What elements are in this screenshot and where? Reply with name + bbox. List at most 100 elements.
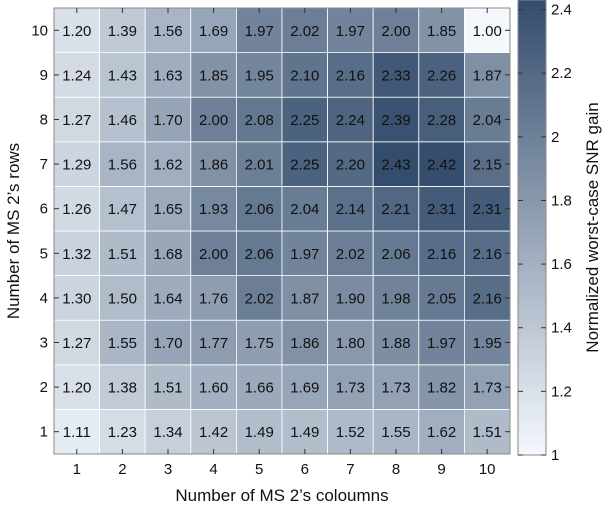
cell-value-r4-c7: 1.90 xyxy=(336,290,365,307)
x-tick-label-1: 1 xyxy=(73,461,81,478)
heatmap-cell-r10-c8 xyxy=(372,7,420,53)
heatmap-cell-r4-c10 xyxy=(463,275,511,321)
y-tick-label-8: 8 xyxy=(40,112,48,129)
cell-value-r3-c7: 1.80 xyxy=(336,335,365,352)
cell-value-r3-c2: 1.55 xyxy=(108,335,137,352)
cell-value-r10-c1: 1.20 xyxy=(62,23,91,40)
cell-value-r5-c8: 2.06 xyxy=(381,246,410,263)
heatmap-cell-r4-c8 xyxy=(372,275,420,321)
cell-value-r10-c10: 1.00 xyxy=(473,23,502,40)
cell-value-r6-c6: 2.04 xyxy=(290,201,319,218)
x-tick-label-2: 2 xyxy=(118,461,126,478)
heatmap-cell-r10-c7 xyxy=(327,7,374,53)
y-tick-label-10: 10 xyxy=(31,22,48,39)
cell-value-r5-c6: 1.97 xyxy=(290,246,319,263)
cell-value-r10-c5: 1.97 xyxy=(245,23,274,40)
heatmap-cell-r2-c10 xyxy=(463,364,511,410)
cell-value-r7-c6: 2.25 xyxy=(290,157,319,174)
heatmap-cell-r5-c2 xyxy=(99,230,146,276)
cell-value-r7-c2: 1.56 xyxy=(108,157,137,174)
cell-value-r6-c4: 1.93 xyxy=(199,201,228,218)
cell-value-r1-c7: 1.52 xyxy=(336,424,365,441)
colorbar xyxy=(517,0,547,456)
y-axis-ticks: 1 2 3 4 5 6 7 8 9 10 xyxy=(31,22,510,441)
heatmap-cell-r6-c9 xyxy=(418,185,465,232)
cell-value-r9-c5: 1.95 xyxy=(245,67,274,84)
heatmap-cell-r8-c9 xyxy=(418,96,465,143)
heatmap-cell-r2-c6 xyxy=(281,364,328,410)
heatmap-cell-r3-c3 xyxy=(144,319,192,366)
heatmap-cell-r2-c7 xyxy=(327,364,374,410)
heatmap-cell-r9-c8 xyxy=(372,52,420,98)
x-tick-label-4: 4 xyxy=(209,461,217,478)
heatmap-cell-r4-c5 xyxy=(235,275,283,321)
cell-value-r4-c8: 1.98 xyxy=(381,290,410,307)
cell-value-r3-c9: 1.97 xyxy=(427,335,456,352)
heatmap-cell-r9-c5 xyxy=(235,52,283,98)
colorbar-tick-label-1.4: 1.4 xyxy=(551,320,572,337)
y-tick-label-6: 6 xyxy=(40,201,48,218)
heatmap-cell-r9-c3 xyxy=(144,52,192,98)
heatmap-cell-r9-c7 xyxy=(327,52,374,98)
heatmap-cell-r9-c4 xyxy=(190,52,237,98)
cell-value-r4-c10: 2.16 xyxy=(473,290,502,307)
x-tick-label-8: 8 xyxy=(392,461,400,478)
cell-value-r3-c4: 1.77 xyxy=(199,335,228,352)
cell-value-r3-c5: 1.75 xyxy=(245,335,274,352)
cell-value-r5-c7: 2.02 xyxy=(336,246,365,263)
cell-value-r1-c5: 1.49 xyxy=(245,424,274,441)
cell-value-r3-c10: 1.95 xyxy=(473,335,502,352)
heatmap-cell-r4-c6 xyxy=(281,275,328,321)
cell-value-r6-c8: 2.21 xyxy=(381,201,410,218)
heatmap-cell-r5-c9 xyxy=(418,230,465,276)
cell-value-r9-c2: 1.43 xyxy=(108,67,137,84)
cell-value-r2-c6: 1.69 xyxy=(290,380,319,397)
heatmap-cell-r10-c6 xyxy=(281,7,328,53)
y-tick-label-2: 2 xyxy=(40,379,48,396)
heatmap-cell-r8-c5 xyxy=(235,96,283,143)
heatmap-cell-r6-c5 xyxy=(235,185,283,232)
heatmap-cell-r5-c5 xyxy=(235,230,283,276)
cell-value-r5-c9: 2.16 xyxy=(427,246,456,263)
heatmap-cell-r10-c2 xyxy=(99,7,146,53)
cell-value-r2-c8: 1.73 xyxy=(381,380,410,397)
cell-value-r8-c1: 1.27 xyxy=(62,112,91,129)
cell-value-r9-c1: 1.24 xyxy=(62,67,91,84)
heatmap-cell-r7-c6 xyxy=(281,141,328,187)
y-tick-label-3: 3 xyxy=(40,335,48,352)
heatmap-cell-r7-c10 xyxy=(463,141,511,187)
heatmap-cell-r8-c7 xyxy=(327,96,374,143)
heatmap-cell-r4-c4 xyxy=(190,275,237,321)
cell-value-r10-c8: 2.00 xyxy=(381,23,410,40)
cell-value-r2-c3: 1.51 xyxy=(153,380,182,397)
heatmap-cell-r3-c7 xyxy=(327,319,374,366)
cell-value-r4-c4: 1.76 xyxy=(199,290,228,307)
cell-value-r2-c9: 1.82 xyxy=(427,380,456,397)
heatmap-cell-r5-c10 xyxy=(463,230,511,276)
cell-value-r9-c6: 2.10 xyxy=(290,67,319,84)
colorbar-tick-label-1.8: 1.8 xyxy=(551,192,572,209)
heatmap-cell-r1-c10 xyxy=(463,408,511,455)
cell-value-r3-c6: 1.86 xyxy=(290,335,319,352)
heatmap-cell-r10-c1 xyxy=(53,7,100,53)
cell-value-r4-c5: 2.02 xyxy=(245,290,274,307)
colorbar-tick-label-2: 2 xyxy=(551,129,559,146)
cell-value-r6-c2: 1.47 xyxy=(108,201,137,218)
cell-value-r8-c7: 2.24 xyxy=(336,112,365,129)
cell-value-r8-c9: 2.28 xyxy=(427,112,456,129)
cell-value-r8-c8: 2.39 xyxy=(381,112,410,129)
cell-value-r6-c5: 2.06 xyxy=(245,201,274,218)
cell-value-r6-c9: 2.31 xyxy=(427,201,456,218)
x-tick-label-3: 3 xyxy=(164,461,172,478)
heatmap-cell-r3-c1 xyxy=(53,319,100,366)
cell-value-r10-c4: 1.69 xyxy=(199,23,228,40)
cell-value-r2-c4: 1.60 xyxy=(199,380,228,397)
cell-value-r7-c8: 2.43 xyxy=(381,157,410,174)
heatmap-cell-r8-c3 xyxy=(144,96,192,143)
cell-value-r1-c3: 1.34 xyxy=(153,424,182,441)
cell-value-r7-c1: 1.29 xyxy=(62,157,91,174)
x-tick-label-9: 9 xyxy=(437,461,445,478)
cell-value-r1-c10: 1.51 xyxy=(473,424,502,441)
cell-value-r1-c9: 1.62 xyxy=(427,424,456,441)
heatmap-cell-r8-c4 xyxy=(190,96,237,143)
